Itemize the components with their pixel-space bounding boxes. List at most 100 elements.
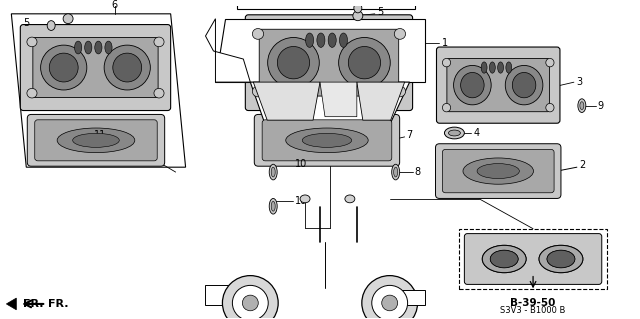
Ellipse shape bbox=[483, 245, 526, 273]
Ellipse shape bbox=[394, 28, 406, 39]
Ellipse shape bbox=[269, 198, 277, 214]
FancyBboxPatch shape bbox=[436, 47, 560, 123]
Polygon shape bbox=[250, 82, 410, 125]
Ellipse shape bbox=[505, 65, 543, 105]
Ellipse shape bbox=[57, 128, 135, 152]
Ellipse shape bbox=[353, 11, 363, 21]
FancyBboxPatch shape bbox=[465, 234, 602, 285]
Text: 9: 9 bbox=[598, 100, 604, 111]
FancyBboxPatch shape bbox=[262, 120, 392, 161]
Ellipse shape bbox=[154, 37, 164, 47]
Ellipse shape bbox=[47, 21, 55, 30]
Ellipse shape bbox=[477, 164, 520, 179]
Ellipse shape bbox=[73, 133, 119, 147]
FancyBboxPatch shape bbox=[435, 144, 561, 198]
Ellipse shape bbox=[513, 72, 536, 98]
Ellipse shape bbox=[27, 88, 37, 98]
Text: 10: 10 bbox=[295, 197, 307, 206]
Polygon shape bbox=[12, 14, 186, 167]
Ellipse shape bbox=[454, 65, 491, 105]
Ellipse shape bbox=[481, 62, 487, 73]
Ellipse shape bbox=[232, 286, 268, 319]
Ellipse shape bbox=[74, 41, 82, 54]
Text: 5: 5 bbox=[377, 7, 383, 17]
Ellipse shape bbox=[49, 53, 78, 82]
Polygon shape bbox=[205, 19, 250, 82]
Polygon shape bbox=[320, 82, 357, 117]
Ellipse shape bbox=[490, 62, 495, 73]
Text: 6: 6 bbox=[112, 0, 118, 10]
Ellipse shape bbox=[444, 127, 465, 139]
Ellipse shape bbox=[302, 133, 352, 147]
Ellipse shape bbox=[154, 88, 164, 98]
Ellipse shape bbox=[498, 62, 504, 73]
Ellipse shape bbox=[277, 47, 310, 79]
Bar bbox=[399, 290, 424, 305]
Ellipse shape bbox=[442, 58, 451, 67]
Ellipse shape bbox=[580, 102, 584, 109]
FancyBboxPatch shape bbox=[259, 29, 399, 96]
Bar bbox=[237, 0, 415, 9]
Ellipse shape bbox=[546, 58, 554, 67]
Ellipse shape bbox=[372, 286, 408, 319]
Ellipse shape bbox=[95, 41, 102, 54]
Ellipse shape bbox=[490, 250, 518, 268]
Ellipse shape bbox=[285, 128, 368, 152]
FancyBboxPatch shape bbox=[20, 25, 171, 110]
Text: 5: 5 bbox=[23, 18, 29, 28]
Ellipse shape bbox=[362, 276, 417, 319]
Text: 8: 8 bbox=[415, 167, 420, 177]
Ellipse shape bbox=[546, 103, 554, 112]
Text: 1: 1 bbox=[442, 38, 447, 48]
FancyBboxPatch shape bbox=[33, 38, 158, 98]
Ellipse shape bbox=[339, 33, 348, 48]
Text: FR.: FR. bbox=[23, 299, 44, 309]
Ellipse shape bbox=[271, 201, 275, 211]
Ellipse shape bbox=[40, 45, 87, 90]
Ellipse shape bbox=[463, 158, 534, 184]
FancyBboxPatch shape bbox=[254, 115, 399, 166]
Text: S3V3 - B1000 B: S3V3 - B1000 B bbox=[500, 306, 566, 315]
Ellipse shape bbox=[305, 33, 314, 48]
Ellipse shape bbox=[539, 245, 583, 273]
Ellipse shape bbox=[483, 245, 526, 273]
Ellipse shape bbox=[394, 167, 397, 177]
Ellipse shape bbox=[27, 37, 37, 47]
Ellipse shape bbox=[104, 45, 150, 90]
FancyBboxPatch shape bbox=[447, 59, 550, 112]
Text: 4: 4 bbox=[474, 128, 479, 138]
Ellipse shape bbox=[84, 41, 92, 54]
FancyBboxPatch shape bbox=[442, 149, 554, 193]
Ellipse shape bbox=[539, 245, 583, 273]
Ellipse shape bbox=[317, 33, 325, 48]
Ellipse shape bbox=[461, 72, 484, 98]
FancyBboxPatch shape bbox=[28, 115, 164, 166]
Bar bbox=[460, 229, 607, 289]
Text: 2: 2 bbox=[579, 160, 585, 170]
Text: 10: 10 bbox=[295, 159, 307, 169]
Ellipse shape bbox=[223, 276, 278, 319]
Ellipse shape bbox=[63, 14, 73, 24]
Ellipse shape bbox=[269, 164, 277, 180]
Text: 11: 11 bbox=[93, 130, 106, 140]
Polygon shape bbox=[253, 82, 320, 120]
Ellipse shape bbox=[271, 167, 275, 177]
Ellipse shape bbox=[392, 164, 399, 180]
Ellipse shape bbox=[442, 103, 451, 112]
Ellipse shape bbox=[547, 250, 575, 268]
Ellipse shape bbox=[449, 130, 460, 136]
Ellipse shape bbox=[354, 3, 362, 13]
Ellipse shape bbox=[547, 250, 575, 268]
Text: 7: 7 bbox=[406, 130, 413, 140]
Polygon shape bbox=[216, 19, 424, 82]
Text: FR.: FR. bbox=[48, 299, 68, 309]
Text: B-39-50: B-39-50 bbox=[510, 298, 556, 308]
Ellipse shape bbox=[113, 53, 141, 82]
Ellipse shape bbox=[394, 86, 406, 97]
Ellipse shape bbox=[268, 38, 319, 88]
Ellipse shape bbox=[300, 195, 310, 203]
Ellipse shape bbox=[578, 99, 586, 113]
Ellipse shape bbox=[345, 195, 355, 203]
Ellipse shape bbox=[381, 295, 397, 311]
Ellipse shape bbox=[348, 47, 381, 79]
